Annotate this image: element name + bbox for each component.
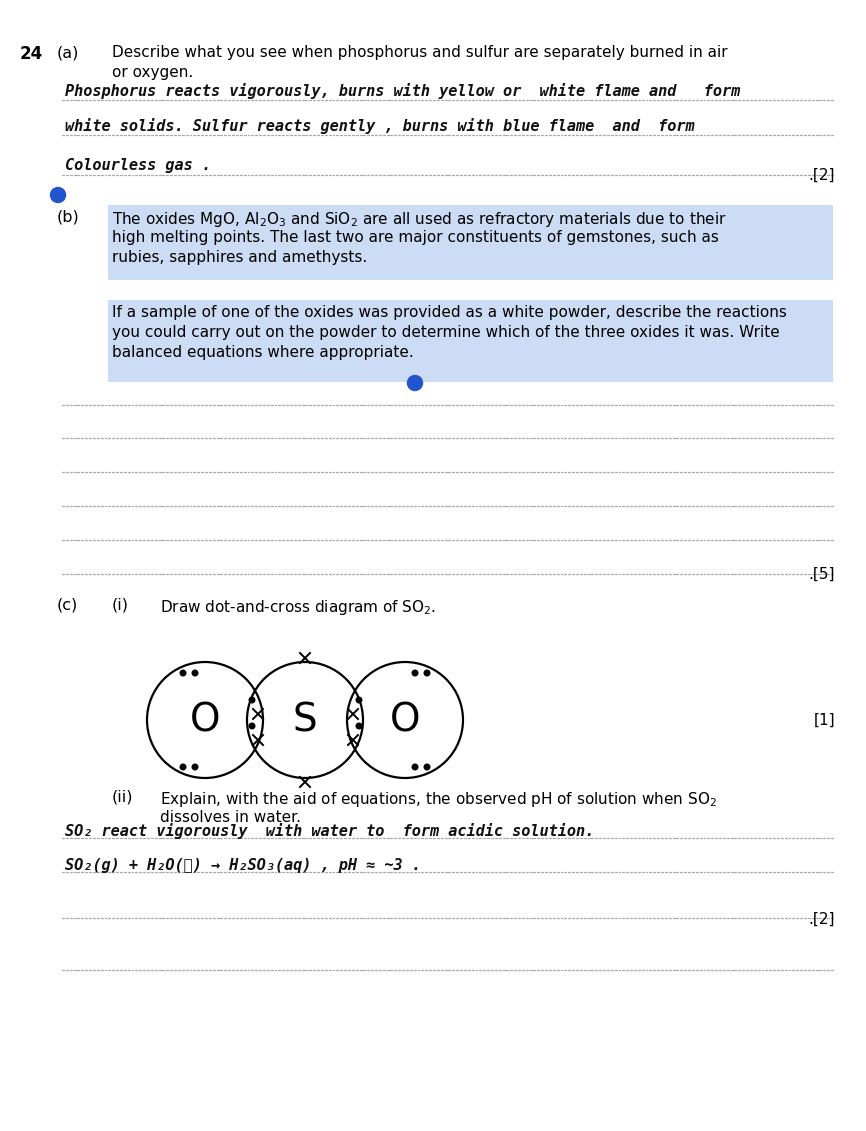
Bar <box>108 300 833 382</box>
Circle shape <box>408 375 423 390</box>
Text: you could carry out on the powder to determine which of the three oxides it was.: you could carry out on the powder to det… <box>112 325 779 340</box>
Text: 24: 24 <box>20 45 43 63</box>
Circle shape <box>50 188 66 202</box>
Circle shape <box>147 662 263 778</box>
Text: or oxygen.: or oxygen. <box>112 64 193 80</box>
Text: dissolves in water.: dissolves in water. <box>160 810 301 824</box>
Circle shape <box>356 697 362 702</box>
Bar <box>108 205 833 280</box>
Circle shape <box>412 765 417 770</box>
Text: Phosphorus reacts vigorously, burns with yellow or  white flame and   form: Phosphorus reacts vigorously, burns with… <box>65 83 740 100</box>
Text: (i): (i) <box>112 598 129 613</box>
Text: Explain, with the aid of equations, the observed pH of solution when SO$_2$: Explain, with the aid of equations, the … <box>160 789 717 809</box>
Text: white solids. Sulfur reacts gently , burns with blue flame  and  form: white solids. Sulfur reacts gently , bur… <box>65 118 695 133</box>
Circle shape <box>192 671 197 676</box>
Text: O: O <box>190 701 220 739</box>
Circle shape <box>356 723 362 728</box>
Text: Describe what you see when phosphorus and sulfur are separately burned in air: Describe what you see when phosphorus an… <box>112 45 727 60</box>
Circle shape <box>180 765 186 770</box>
Circle shape <box>249 723 255 728</box>
Text: rubies, sapphires and amethysts.: rubies, sapphires and amethysts. <box>112 250 367 265</box>
Text: The oxides MgO, Al$_2$O$_3$ and SiO$_2$ are all used as refractory materials due: The oxides MgO, Al$_2$O$_3$ and SiO$_2$ … <box>112 210 727 228</box>
Circle shape <box>412 671 417 676</box>
Circle shape <box>424 671 430 676</box>
Circle shape <box>347 662 463 778</box>
Text: Colourless gas .: Colourless gas . <box>65 158 211 173</box>
Text: S: S <box>293 701 317 739</box>
Circle shape <box>424 765 430 770</box>
Text: SO₂(g) + H₂O(ℓ) → H₂SO₃(aq) , pH ≈ ~3 .: SO₂(g) + H₂O(ℓ) → H₂SO₃(aq) , pH ≈ ~3 . <box>65 858 421 873</box>
Text: .[2]: .[2] <box>809 169 835 183</box>
Circle shape <box>180 671 186 676</box>
Text: (a): (a) <box>57 45 80 60</box>
Circle shape <box>249 697 255 702</box>
Circle shape <box>247 662 363 778</box>
Circle shape <box>192 765 197 770</box>
Text: (c): (c) <box>57 598 78 613</box>
Text: .[5]: .[5] <box>809 567 835 582</box>
Text: balanced equations where appropriate.: balanced equations where appropriate. <box>112 345 414 360</box>
Text: O: O <box>390 701 420 739</box>
Text: Draw dot-and-cross diagram of SO$_2$.: Draw dot-and-cross diagram of SO$_2$. <box>160 598 436 618</box>
Text: If a sample of one of the oxides was provided as a white powder, describe the re: If a sample of one of the oxides was pro… <box>112 305 787 320</box>
Text: .[2]: .[2] <box>809 912 835 927</box>
Text: (b): (b) <box>57 210 80 225</box>
Text: high melting points. The last two are major constituents of gemstones, such as: high melting points. The last two are ma… <box>112 230 719 245</box>
Text: [1]: [1] <box>813 713 835 727</box>
Text: SO₂ react vigorously  with water to  form acidic solution.: SO₂ react vigorously with water to form … <box>65 823 594 839</box>
Text: (ii): (ii) <box>112 789 133 805</box>
